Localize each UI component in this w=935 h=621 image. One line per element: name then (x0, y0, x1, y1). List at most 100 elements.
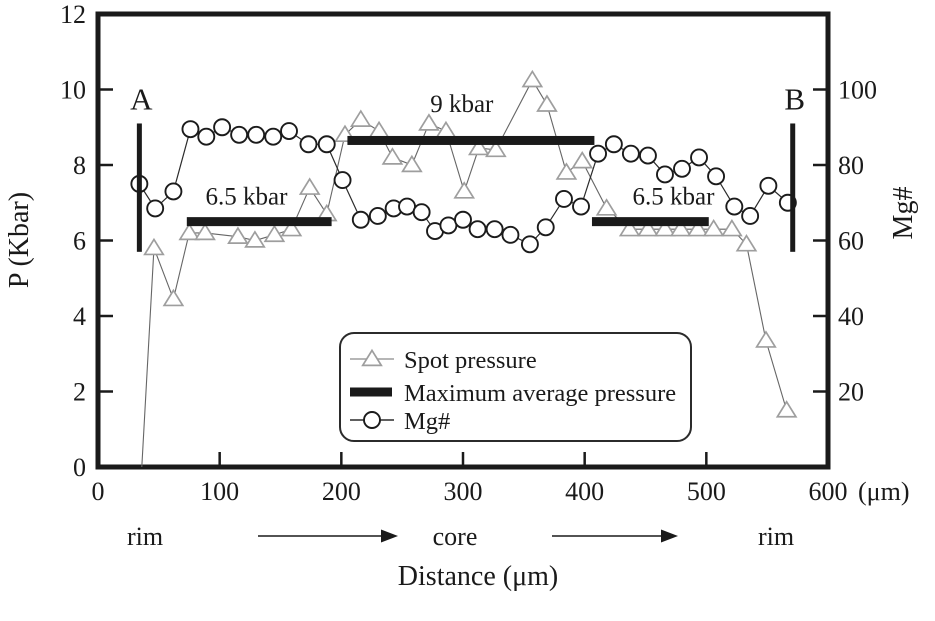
spot-pressure-marker (735, 234, 758, 252)
mg-number-marker (621, 144, 640, 163)
spot-pressure-marker (162, 288, 185, 307)
spot-pressure-marker (595, 198, 618, 216)
mg-number-marker (317, 135, 336, 154)
transect-marker-a: A (130, 81, 153, 252)
mg-number-marker (468, 220, 487, 239)
left-axis-tick-label: 6 (73, 227, 86, 256)
max-average-pressure-bar (186, 217, 332, 227)
legend-item-mg-: Mg# (350, 408, 450, 435)
legend-item-label: Maximum average pressure (404, 380, 676, 407)
mg-number-marker (741, 207, 760, 225)
zone-label-core: core (433, 522, 478, 551)
right-axis: 20 40 60 80 100 (813, 76, 877, 407)
mg-number-marker (230, 125, 249, 144)
pressure-bar-label: 9 kbar (430, 91, 494, 118)
x-axis-tick-label: 500 (687, 477, 726, 506)
x-axis-title: Distance (μm) (398, 561, 558, 592)
spot-pressure-marker (263, 224, 286, 243)
core-to-rim-arrow-right (552, 529, 678, 543)
mg-number-marker (146, 199, 165, 218)
mg-number-marker (164, 182, 183, 201)
legend-item-label: Mg# (404, 408, 450, 435)
mg-number-marker (333, 171, 352, 190)
spot-pressure-marker (521, 69, 544, 88)
legend-bar-sample (350, 387, 392, 397)
mg-number-marker (412, 203, 431, 222)
mg-number-marker (439, 216, 458, 235)
spot-pressure-marker (401, 154, 423, 173)
left-axis-tick-label: 2 (73, 378, 86, 407)
left-axis: 0 2 4 6 8 10 12 (60, 0, 113, 482)
zone-label-rim-right: rim (758, 522, 794, 551)
mg-number-marker (707, 167, 726, 186)
spot-pressure-marker (227, 226, 249, 244)
spot-pressure-marker (467, 137, 490, 156)
transect-label-a: A (130, 81, 153, 116)
left-axis-title: P (Kbar) (4, 192, 35, 288)
mg-number-marker (181, 120, 200, 139)
spot-pressure-marker (485, 139, 507, 158)
mg-number-marker (690, 148, 708, 167)
mg-number-marker (363, 411, 381, 429)
spot-pressure-marker (244, 230, 266, 248)
plot-frame (95, 11, 831, 470)
right-axis-tick-label: 80 (838, 151, 864, 180)
left-axis-tick-label: 10 (60, 76, 86, 105)
left-axis-tick-label: 0 (73, 453, 86, 482)
spot-pressure-marker (361, 348, 383, 367)
spot-pressure-marker (298, 177, 321, 195)
zone-label-rim-left: rim (127, 522, 163, 551)
x-axis: 0 100 200 300 400 500 600 (μm) (92, 452, 909, 506)
spot-pressure-marker (702, 218, 725, 237)
x-axis-tick-label: 0 (92, 477, 105, 506)
right-axis-tick-label: 40 (838, 302, 864, 331)
spot-pressure-marker (654, 218, 676, 237)
mg-number-marker (197, 127, 216, 146)
spot-pressure-marker (755, 330, 777, 348)
mg-number-marker (264, 127, 283, 146)
mg-number-marker (501, 225, 520, 244)
spot-pressure-marker (349, 109, 372, 127)
mg-number-marker (759, 176, 778, 195)
transect-label-b: B (784, 81, 805, 116)
right-axis-title: Mg# (888, 187, 919, 240)
spot-pressure-marker (555, 162, 578, 180)
mg-number-marker (454, 210, 472, 229)
spot-pressure-marker (775, 400, 798, 418)
spot-pressure-marker (686, 218, 709, 237)
mg-number-marker (572, 197, 590, 216)
pressure-bar-label: 6.5 kbar (633, 184, 716, 211)
max-average-pressure-bar (591, 217, 709, 227)
mg-number-marker (536, 218, 555, 237)
mg-number-marker (638, 146, 657, 165)
transect-bar-b (790, 123, 796, 252)
spot-pressure-marker (143, 237, 165, 256)
x-axis-unit-label: (μm) (858, 477, 909, 506)
mg-number-marker (656, 165, 674, 184)
spot-pressure-marker (194, 222, 216, 241)
spot-pressure-marker (721, 218, 743, 237)
mg-number-marker (589, 144, 607, 163)
mg-number-marker (351, 210, 370, 229)
x-axis-tick-label: 400 (565, 477, 604, 506)
right-axis-tick-label: 60 (838, 227, 864, 256)
x-axis-tick-label: 600 (809, 477, 848, 506)
x-axis-tick-label: 300 (444, 477, 483, 506)
mg-number-marker (368, 207, 387, 225)
left-axis-tick-label: 4 (73, 302, 86, 331)
mg-number-marker (555, 190, 573, 208)
transect-marker-b: B (784, 81, 805, 252)
spot-pressure-marker (178, 222, 201, 241)
max-average-pressure-bars: 6.5 kbar 9 kbar 6.5 kbar (186, 91, 716, 227)
mg-number-marker (485, 220, 504, 239)
mg-number-marker (520, 235, 539, 254)
mg-number-marker (673, 159, 691, 178)
pressure-bar-label: 6.5 kbar (205, 184, 288, 211)
spot-pressure-marker (669, 218, 692, 237)
mg-number-marker (247, 125, 266, 144)
mg-number-marker (398, 197, 416, 216)
x-axis-tick-label: 100 (200, 477, 239, 506)
